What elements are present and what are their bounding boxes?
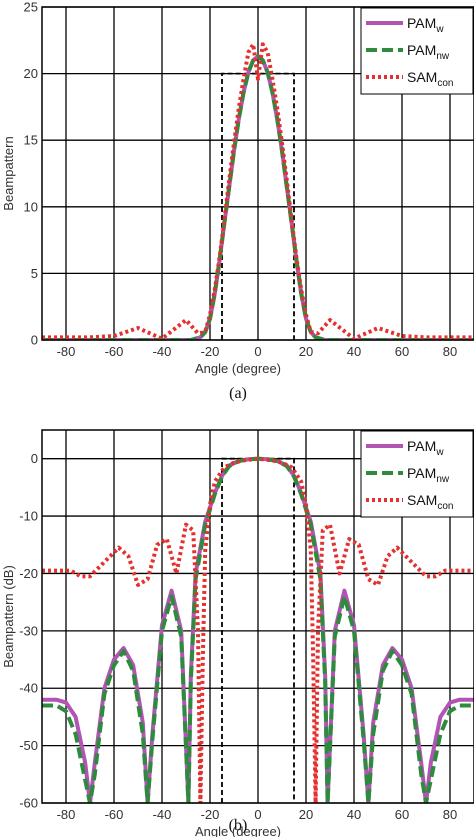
x-tick-label: -80	[57, 807, 76, 822]
y-tick-label: -20	[19, 566, 38, 581]
plot-area	[42, 42, 474, 340]
legend-entry: SAMcon	[407, 492, 453, 512]
x-tick-label: 0	[254, 344, 261, 359]
plot-frame	[41, 6, 474, 341]
legend-entry-name: PAM	[407, 15, 436, 31]
y-axis-label: Beampattern (dB)	[1, 565, 16, 668]
caption: (a)	[229, 385, 247, 402]
legend-entry-subscript: nw	[436, 51, 450, 62]
series-line-pam-nw	[42, 456, 474, 803]
legend-entry: PAMw	[407, 438, 444, 458]
legend-entry-name: SAM	[407, 492, 437, 508]
legend-entry: SAMcon	[407, 69, 453, 89]
legend-box	[360, 7, 474, 95]
x-axis-label: Angle (degree)	[195, 824, 281, 837]
x-tick-label: 0	[254, 807, 261, 822]
y-tick-label: 20	[24, 66, 38, 81]
legend-entry-subscript: nw	[436, 474, 450, 485]
plot-frame	[41, 429, 474, 804]
x-tick-label: 80	[443, 344, 457, 359]
legend-entry: PAMnw	[407, 42, 450, 62]
legend-entry: PAMw	[407, 15, 444, 35]
x-tick-label: 40	[347, 344, 361, 359]
legend-entry-subscript: con	[437, 78, 453, 89]
legend-entry: PAMnw	[407, 465, 450, 485]
legend-entry-name: PAM	[407, 42, 436, 58]
y-axis-label: Beampattern	[1, 136, 16, 210]
y-tick-label: -10	[19, 509, 38, 524]
x-tick-label: 60	[395, 807, 409, 822]
legend-entry-name: PAM	[407, 438, 436, 454]
x-tick-label: -20	[201, 344, 220, 359]
y-tick-label: -50	[19, 738, 38, 753]
series-line-sam-con	[42, 42, 474, 340]
x-tick-label: -80	[57, 344, 76, 359]
x-tick-label: 20	[299, 807, 313, 822]
legend-entry-name: PAM	[407, 465, 436, 481]
y-tick-label: -30	[19, 623, 38, 638]
plot-area	[42, 456, 474, 803]
x-tick-label: -40	[153, 807, 172, 822]
x-tick-label: -20	[201, 807, 220, 822]
x-tick-label: 80	[443, 807, 457, 822]
legend-entry-subscript: w	[435, 24, 444, 35]
y-tick-label: 10	[24, 199, 38, 214]
x-tick-label: 40	[347, 807, 361, 822]
y-tick-label: 0	[31, 333, 38, 348]
y-tick-label: 0	[31, 451, 38, 466]
y-tick-label: 5	[31, 266, 38, 281]
legend-entry-name: SAM	[407, 69, 437, 85]
x-tick-label: -60	[105, 344, 124, 359]
x-axis-label: Angle (degree)	[195, 361, 281, 376]
x-tick-label: 60	[395, 344, 409, 359]
caption: (b)	[229, 817, 248, 834]
y-tick-label: 15	[24, 133, 38, 148]
series-line-sam-con	[42, 456, 474, 803]
legend-entry-subscript: w	[435, 447, 444, 458]
chart-a: -80 -60 -40 -20 0 20 40 60 80 0 5 10 15 20 25 Angle (de…	[1, 0, 474, 402]
x-tick-label: -40	[153, 344, 172, 359]
y-tick-label: -40	[19, 681, 38, 696]
legend-entry-subscript: con	[437, 501, 453, 512]
y-tick-label: -60	[19, 796, 38, 811]
y-tick-label: 25	[24, 0, 38, 15]
x-tick-label: 20	[299, 344, 313, 359]
x-tick-label: -60	[105, 807, 124, 822]
chart-b: -80 -60 -40 -20 0 20 40 60 80 -60 -50 -40 -30 -20 -10 0…	[1, 429, 474, 837]
